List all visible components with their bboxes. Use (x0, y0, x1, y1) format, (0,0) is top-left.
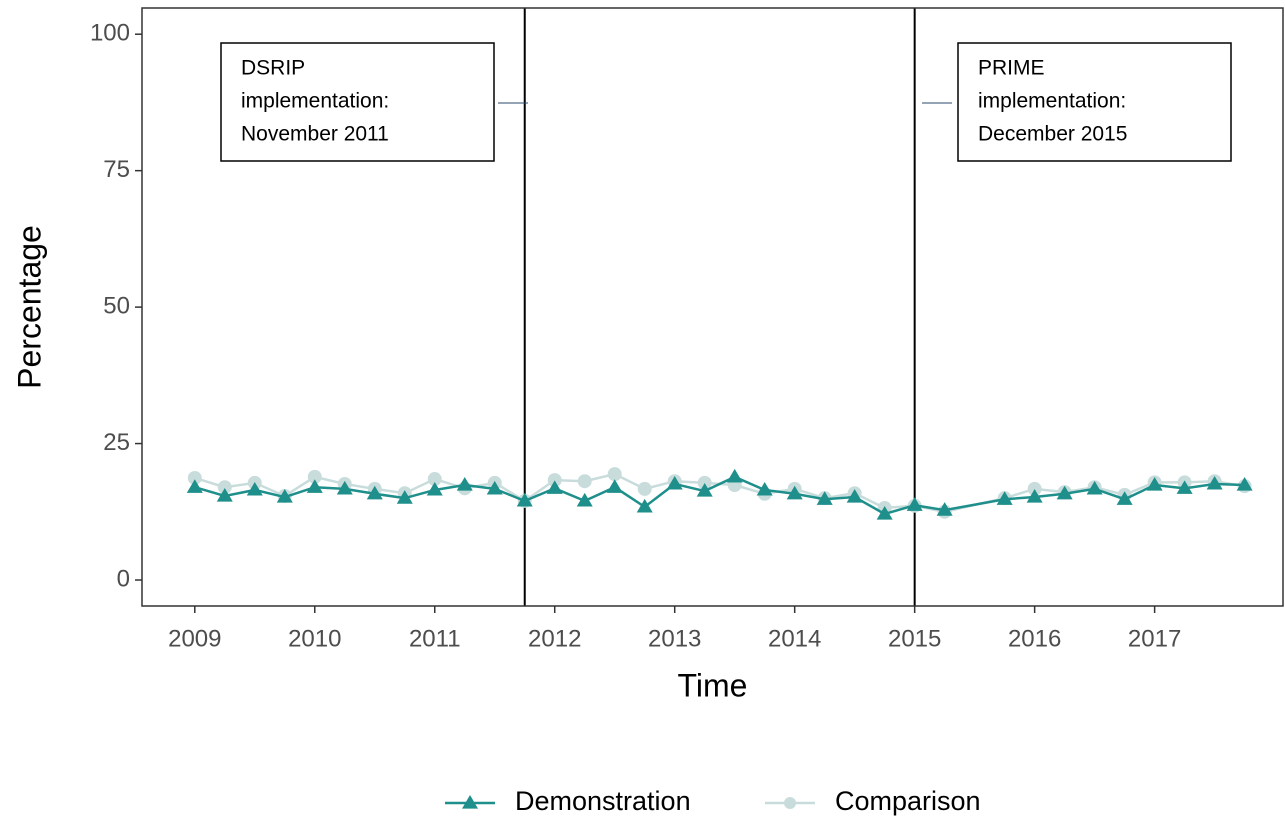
data-point (1146, 477, 1163, 491)
data-point (426, 481, 443, 496)
data-point (816, 491, 833, 505)
legend-marker (784, 797, 796, 809)
data-point (637, 481, 652, 496)
x-tick-label: 2013 (648, 625, 701, 652)
data-point (726, 468, 743, 483)
y-axis-title: Percentage (11, 225, 47, 389)
data-point (696, 483, 713, 497)
data-point (1116, 491, 1133, 505)
data-point (336, 480, 353, 495)
legend-label: Demonstration (515, 786, 691, 816)
data-point (697, 475, 712, 490)
data-point (547, 473, 562, 488)
data-point (246, 481, 263, 496)
y-tick-label: 50 (103, 292, 130, 319)
legend-label: Comparison (835, 786, 981, 816)
data-point (1176, 480, 1193, 494)
data-point (216, 487, 233, 502)
data-point (1026, 489, 1043, 503)
annotation-text: PRIME (978, 57, 1045, 80)
data-point (1086, 480, 1103, 495)
data-point (666, 475, 683, 490)
data-point (846, 489, 863, 503)
x-tick-label: 2015 (888, 625, 941, 652)
data-point (276, 489, 293, 503)
annotation-text: implementation: (978, 90, 1126, 113)
data-point (786, 485, 803, 500)
annotation-box (220, 42, 495, 162)
data-point (577, 474, 592, 489)
data-point (217, 480, 232, 495)
data-point (307, 469, 322, 484)
data-point (1056, 485, 1073, 500)
x-tick-label: 2009 (168, 625, 221, 652)
data-point (306, 479, 323, 493)
data-point (187, 470, 202, 485)
data-point (1027, 481, 1042, 496)
x-tick-label: 2014 (768, 625, 821, 652)
data-point (486, 480, 503, 495)
data-point (396, 490, 413, 504)
data-point (427, 472, 442, 487)
data-point (576, 492, 593, 507)
data-point (456, 477, 473, 491)
data-point (906, 497, 923, 511)
data-point (606, 479, 623, 493)
data-point (366, 485, 383, 500)
data-point (1206, 475, 1223, 490)
data-point (546, 480, 563, 494)
data-point (186, 479, 203, 493)
data-point (996, 491, 1013, 505)
x-axis-title: Time (678, 667, 748, 703)
data-point (936, 502, 953, 516)
data-point (1236, 477, 1253, 491)
x-tick-label: 2010 (288, 625, 341, 652)
annotation-text: DSRIP (241, 57, 305, 80)
legend-marker (462, 795, 478, 809)
annotation-text: November 2011 (241, 123, 389, 146)
x-tick-label: 2016 (1008, 625, 1061, 652)
y-tick-label: 0 (117, 565, 130, 592)
panel-border (141, 7, 1284, 607)
x-tick-label: 2017 (1128, 625, 1181, 652)
data-point (516, 492, 533, 507)
x-tick-label: 2011 (409, 625, 461, 652)
annotation-text: implementation: (241, 90, 389, 113)
data-point (636, 498, 653, 513)
data-point (876, 505, 893, 520)
annotation-text: December 2015 (978, 123, 1127, 146)
y-tick-label: 25 (103, 429, 130, 456)
y-tick-label: 75 (103, 156, 130, 183)
x-tick-label: 2012 (528, 625, 581, 652)
data-point (607, 467, 622, 482)
annotation-box (957, 42, 1232, 162)
data-point (756, 481, 773, 496)
y-tick-label: 100 (90, 20, 130, 47)
